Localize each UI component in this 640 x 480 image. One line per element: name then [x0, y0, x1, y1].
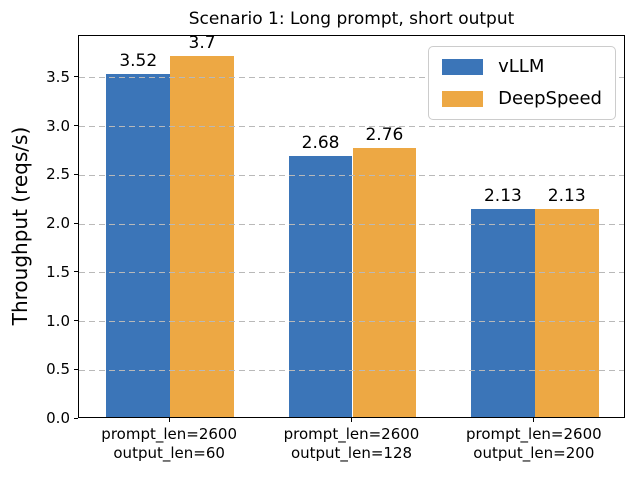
x-tick-mark: [533, 418, 535, 422]
bar-value-label: 2.68: [301, 132, 340, 153]
x-tick-label-line1: prompt_len=2600: [101, 425, 238, 443]
y-tick-label: 0.0: [46, 409, 70, 427]
x-tick-label: prompt_len=2600 output_len=128: [284, 425, 420, 463]
y-tick-mark: [74, 271, 78, 273]
bar-deepspeed-2: [534, 209, 599, 417]
gridline: [79, 321, 624, 323]
y-tick-label: 0.5: [46, 360, 70, 379]
bar-deepspeed-0: [170, 56, 234, 417]
x-tick-mark: [351, 418, 352, 422]
x-tick-label: prompt_len=2600 output_len=200: [466, 425, 602, 463]
bar-vllm-1: [288, 155, 353, 417]
bar-vllm-0: [106, 73, 171, 417]
y-tick-mark: [74, 368, 78, 370]
bar-value-label: 2.13: [483, 186, 522, 207]
y-tick-mark: [74, 76, 78, 78]
x-tick-mark: [168, 418, 170, 422]
x-tick-label-line2: output_len=60: [113, 444, 225, 462]
y-tick-label: 2.0: [46, 214, 70, 233]
legend-label: vLLM: [498, 56, 545, 77]
y-tick-mark: [74, 222, 78, 224]
gridline: [79, 77, 624, 79]
y-tick-mark: [74, 173, 78, 175]
bar-value-label: 3.52: [119, 50, 158, 71]
legend-label: DeepSpeed: [498, 88, 602, 109]
y-tick-mark: [74, 417, 78, 419]
y-tick-label: 3.0: [46, 116, 70, 135]
x-tick-label-line1: prompt_len=2600: [283, 425, 420, 443]
gridline: [79, 369, 624, 371]
gridline: [79, 126, 624, 128]
legend-swatch-deepspeed: [442, 91, 484, 107]
y-tick-label: 1.0: [46, 311, 70, 330]
bar-vllm-2: [471, 209, 535, 417]
bar-deepspeed-1: [352, 148, 417, 417]
legend-entry: vLLM: [442, 57, 602, 77]
y-tick-mark: [74, 125, 78, 127]
gridline: [79, 272, 624, 274]
y-tick-label: 3.5: [46, 67, 70, 86]
x-tick-label: prompt_len=2600 output_len=60: [101, 425, 237, 463]
chart-title: Scenario 1: Long prompt, short output: [188, 9, 515, 29]
plot-area: 3.52 2.68 2.13 3.7 2.76 2.13 vLLM DeepSpeed: [78, 33, 625, 418]
bar-value-label: 2.13: [547, 186, 586, 207]
y-tick-label: 2.5: [46, 165, 70, 184]
bar-value-label: 3.7: [188, 33, 216, 54]
x-tick-label-line2: output_len=128: [290, 444, 413, 462]
y-tick-mark: [74, 320, 78, 322]
legend-swatch-vllm: [442, 59, 484, 75]
legend-entry: DeepSpeed: [442, 89, 602, 109]
gridline: [79, 223, 624, 225]
bar-value-label: 2.76: [365, 125, 404, 146]
x-tick-label-line2: output_len=200: [473, 444, 595, 462]
x-tick-label-line1: prompt_len=2600: [465, 425, 602, 443]
y-tick-label: 1.5: [46, 262, 70, 281]
gridline: [79, 174, 624, 176]
legend: vLLM DeepSpeed: [428, 46, 616, 120]
